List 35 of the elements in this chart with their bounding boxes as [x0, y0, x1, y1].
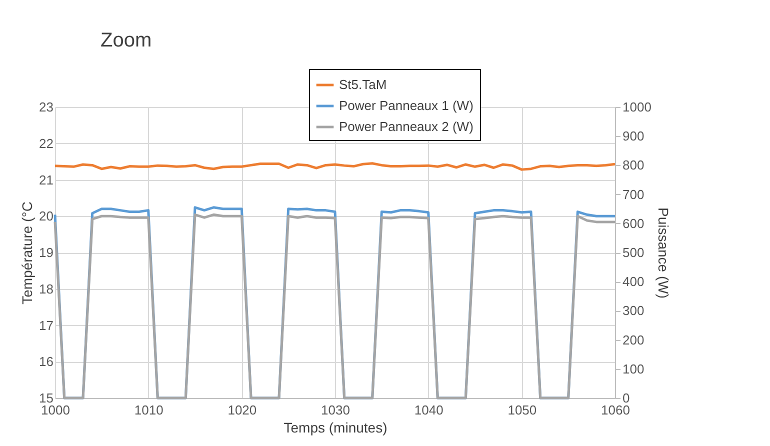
legend-label: Power Panneaux 1 (W) [339, 98, 474, 113]
y-tick-label: 18 [39, 281, 54, 296]
y2-tick-label: 300 [622, 303, 644, 318]
y2-tick-label: 800 [622, 158, 644, 173]
y2-tick-label: 200 [622, 332, 644, 348]
y2-axis-title: Puissance (W) [655, 207, 672, 299]
y-tick-label: 21 [39, 172, 54, 188]
legend-label: St5.TaM [339, 77, 387, 92]
y2-tick-label: 500 [622, 245, 644, 260]
line-series [54, 162, 616, 171]
x-tick-label: 1020 [228, 402, 257, 418]
y-tick-label: 15 [39, 390, 54, 406]
x-tick-label: 1050 [508, 402, 537, 418]
y2-tick-label: 100 [622, 361, 644, 376]
y-tick-label: 20 [39, 208, 54, 224]
y2-tick-label: 900 [622, 128, 644, 144]
x-tick-label: 1000 [41, 402, 70, 418]
x-tick-label: 1010 [134, 402, 164, 418]
y-tick-label: 17 [39, 318, 54, 333]
y-tick-label: 22 [39, 136, 54, 151]
chart-title: Zoom [100, 30, 152, 52]
x-tick-label: 1060 [601, 402, 630, 418]
y-tick-label: 16 [39, 354, 54, 370]
x-tick-label: 1040 [414, 402, 444, 418]
y-axis-title: Température (°C [19, 202, 36, 304]
y-tick-label: 23 [39, 100, 54, 114]
y2-tick-label: 700 [622, 186, 644, 202]
x-axis-title: Temps (minutes) [284, 420, 388, 436]
legend-label: Power Panneaux 2 (W) [339, 119, 474, 134]
x-tick-label: 1030 [321, 402, 350, 418]
y-tick-label: 19 [39, 245, 54, 260]
y2-tick-label: 0 [622, 390, 630, 406]
y2-tick-label: 1000 [622, 100, 652, 114]
y2-tick-label: 400 [622, 274, 644, 290]
y2-tick-label: 600 [622, 216, 644, 231]
